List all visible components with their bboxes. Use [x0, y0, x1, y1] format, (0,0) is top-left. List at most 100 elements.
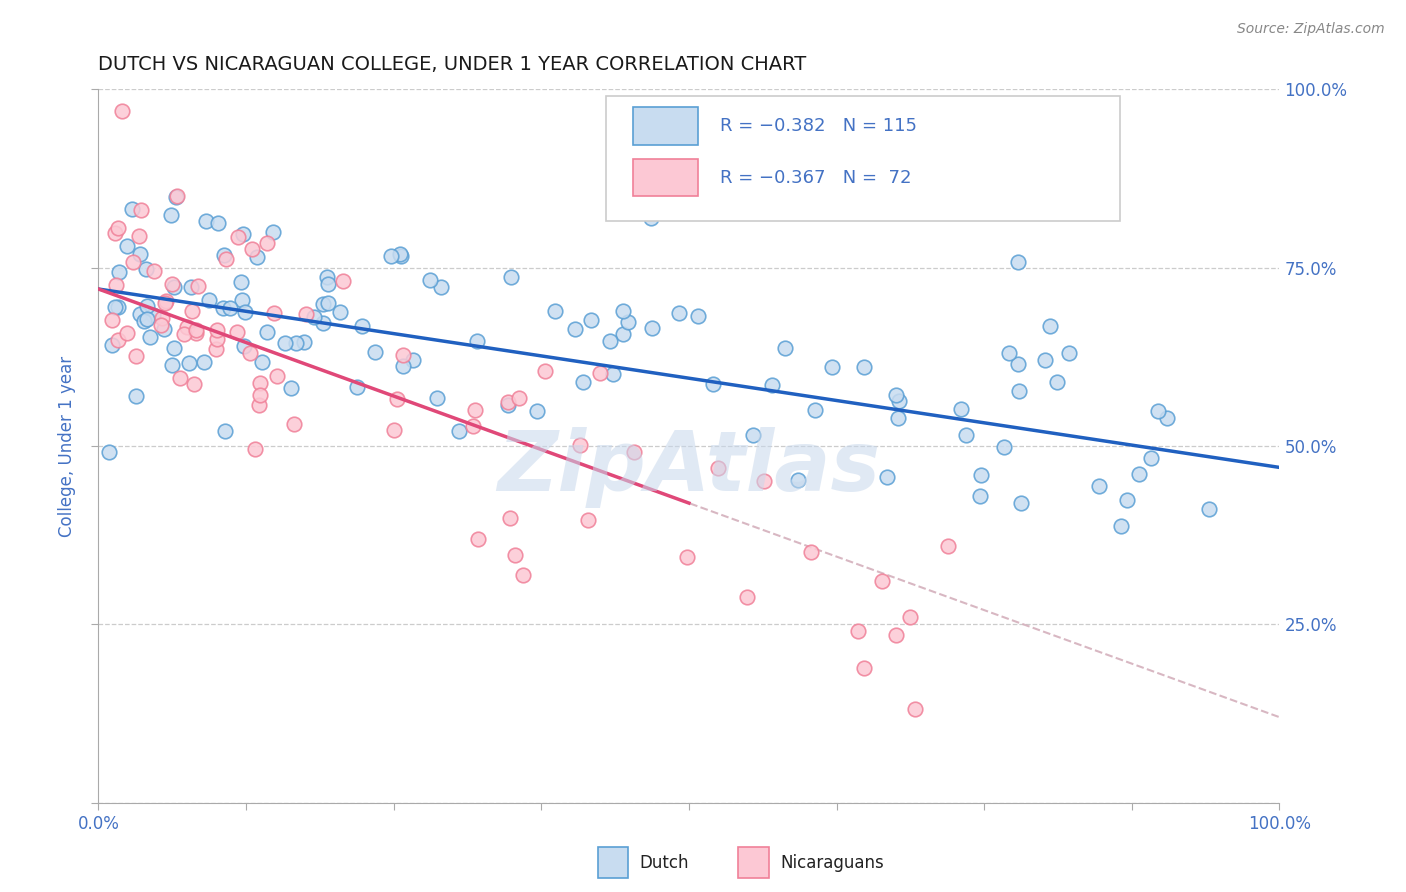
Point — [675, 549, 697, 564]
Point — [280, 381, 302, 395]
Point — [641, 321, 664, 335]
Point — [163, 341, 186, 355]
Point — [499, 511, 522, 525]
Point — [186, 323, 208, 337]
Point — [143, 264, 166, 278]
Point — [226, 326, 249, 340]
Point — [212, 248, 235, 262]
Point — [1140, 450, 1163, 465]
Point — [165, 190, 187, 204]
Point — [214, 424, 236, 438]
Point — [1147, 404, 1170, 418]
Point — [1007, 357, 1029, 371]
Point — [1116, 492, 1139, 507]
Point — [107, 221, 129, 235]
Point — [207, 216, 229, 230]
Point — [799, 545, 821, 559]
Point — [464, 403, 486, 417]
Point — [846, 624, 869, 639]
Point — [166, 189, 188, 203]
Point — [316, 295, 339, 310]
Point — [467, 334, 489, 348]
Point — [180, 304, 202, 318]
Point — [219, 301, 242, 316]
Point — [256, 325, 278, 339]
Point — [526, 404, 548, 418]
Point — [380, 249, 402, 263]
Point — [249, 387, 271, 401]
Point — [104, 300, 127, 314]
Point — [904, 702, 927, 716]
Point — [180, 280, 202, 294]
Point — [129, 247, 152, 261]
Point — [1010, 495, 1032, 509]
Point — [1088, 479, 1111, 493]
Point — [292, 335, 315, 350]
Point — [153, 322, 176, 336]
Point — [1033, 352, 1056, 367]
Text: R = −0.382   N = 115: R = −0.382 N = 115 — [720, 117, 917, 135]
Point — [392, 347, 415, 361]
Point — [250, 355, 273, 369]
Point — [215, 252, 238, 266]
Point — [262, 225, 284, 239]
FancyBboxPatch shape — [606, 96, 1121, 221]
Point — [135, 261, 157, 276]
Point — [283, 417, 305, 431]
Text: R = −0.367   N =  72: R = −0.367 N = 72 — [720, 169, 911, 186]
Point — [1046, 376, 1069, 390]
Point — [496, 398, 519, 412]
Point — [426, 391, 449, 405]
Point — [160, 277, 183, 291]
Point — [316, 277, 339, 292]
Point — [247, 398, 270, 412]
Point — [312, 297, 335, 311]
Point — [1039, 318, 1062, 333]
Point — [1109, 519, 1132, 533]
Point — [332, 274, 354, 288]
Point — [160, 358, 183, 372]
Point — [155, 294, 177, 309]
Point — [429, 280, 451, 294]
Point — [382, 423, 405, 437]
Point — [129, 307, 152, 321]
Point — [115, 239, 138, 253]
Point — [534, 363, 557, 377]
Point — [266, 369, 288, 384]
Point — [640, 211, 662, 226]
Point — [328, 304, 350, 318]
Point — [602, 368, 624, 382]
Point — [229, 275, 252, 289]
Point — [205, 342, 228, 356]
Point — [232, 227, 254, 241]
Point — [544, 304, 567, 318]
Point — [101, 337, 124, 351]
Point — [135, 299, 157, 313]
Point — [98, 444, 121, 458]
Point — [226, 230, 249, 244]
Point — [898, 610, 921, 624]
Point — [402, 353, 425, 368]
Point — [741, 427, 763, 442]
Text: ZipAtlas: ZipAtlas — [498, 427, 880, 508]
Point — [581, 313, 603, 327]
Point — [623, 445, 645, 459]
Point — [177, 356, 200, 370]
Point — [121, 202, 143, 216]
Point — [668, 306, 690, 320]
Bar — [634, 107, 699, 145]
Point — [499, 270, 522, 285]
Point — [363, 345, 385, 359]
Point — [115, 326, 138, 340]
Point — [449, 424, 471, 438]
Point — [105, 277, 128, 292]
Point — [315, 269, 337, 284]
Point — [263, 306, 285, 320]
Point — [125, 349, 148, 363]
Point — [1128, 467, 1150, 481]
Point — [173, 326, 195, 341]
Point — [129, 202, 152, 217]
Point — [786, 473, 808, 487]
Point — [599, 334, 621, 348]
Point — [103, 227, 125, 241]
